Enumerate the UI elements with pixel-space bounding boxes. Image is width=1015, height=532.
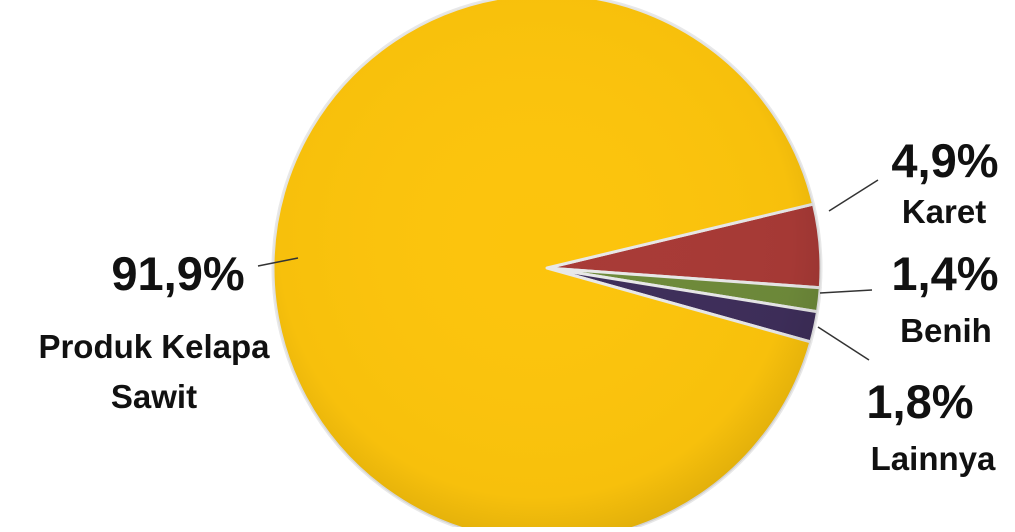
leader-line-benih [819, 289, 873, 294]
data-label-value-benih: 1,4% [891, 247, 998, 300]
leader-line-produk-kelapa-sawit [257, 257, 299, 267]
data-label-category-lainnya: Lainnya [871, 440, 996, 477]
data-label-category-line: Lainnya [871, 440, 996, 477]
data-label-category-line: Produk Kelapa [38, 328, 270, 365]
data-label-category-benih: Benih [900, 312, 992, 349]
data-label-category-line: Benih [900, 312, 992, 349]
data-label-value-karet: 4,9% [891, 134, 998, 187]
data-label-value-produk-kelapa-sawit: 91,9% [111, 247, 244, 300]
data-label-category-line: Karet [902, 193, 986, 230]
data-label-category-produk-kelapa-sawit: Produk Kelapa Sawit [38, 328, 270, 415]
data-label-category-karet: Karet [902, 193, 986, 230]
leader-line-karet [828, 179, 879, 212]
data-label-category-line: Sawit [111, 378, 197, 415]
data-label-value-lainnya: 1,8% [866, 375, 973, 428]
leader-line-lainnya [817, 326, 870, 361]
